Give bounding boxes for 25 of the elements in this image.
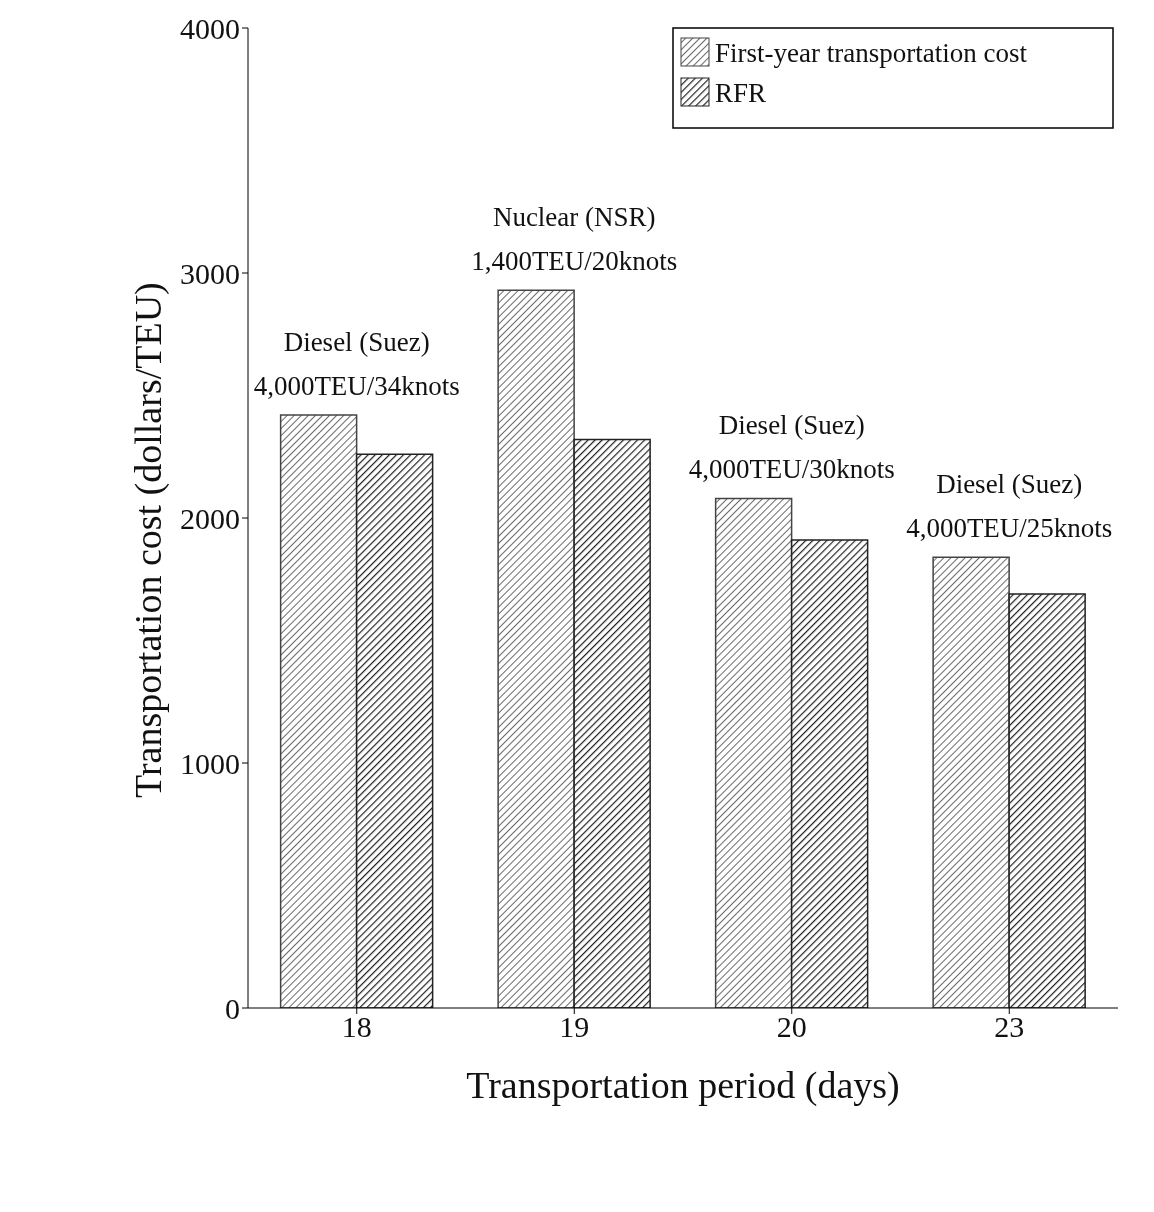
x-tick-label: 18 bbox=[341, 1010, 372, 1044]
annotation: Diesel (Suez) 4,000TEU/30knots bbox=[688, 410, 895, 485]
y-tick-label: 4000 bbox=[180, 11, 240, 45]
legend-label: RFR bbox=[715, 78, 767, 108]
x-tick-label: 20 bbox=[776, 1010, 807, 1044]
x-tick-label: 19 bbox=[559, 1010, 590, 1044]
bar bbox=[1008, 593, 1086, 1008]
y-axis-title: Transportation cost (dollars/TEU) bbox=[127, 282, 171, 798]
bar bbox=[714, 497, 793, 1008]
x-tick-label: 23 bbox=[994, 1010, 1025, 1044]
annotation: Nuclear (NSR) 1,400TEU/20knots bbox=[471, 202, 678, 277]
y-tick-label: 2000 bbox=[180, 501, 240, 535]
bar bbox=[355, 453, 434, 1008]
bar bbox=[573, 438, 651, 1008]
x-axis-title: Transportation period (days) bbox=[466, 1064, 900, 1107]
y-tick-label: 0 bbox=[225, 991, 240, 1025]
bar bbox=[790, 539, 869, 1008]
bar bbox=[497, 289, 575, 1008]
annotation: Diesel (Suez) 4,000TEU/34knots bbox=[253, 327, 460, 402]
bar bbox=[932, 556, 1010, 1008]
annotation: Diesel (Suez) 4,000TEU/25knots bbox=[906, 469, 1113, 544]
legend-label: First-year transportation cost bbox=[715, 38, 1028, 68]
y-tick-label: 1000 bbox=[180, 746, 240, 780]
bar bbox=[279, 414, 358, 1008]
y-tick-label: 3000 bbox=[180, 256, 240, 290]
